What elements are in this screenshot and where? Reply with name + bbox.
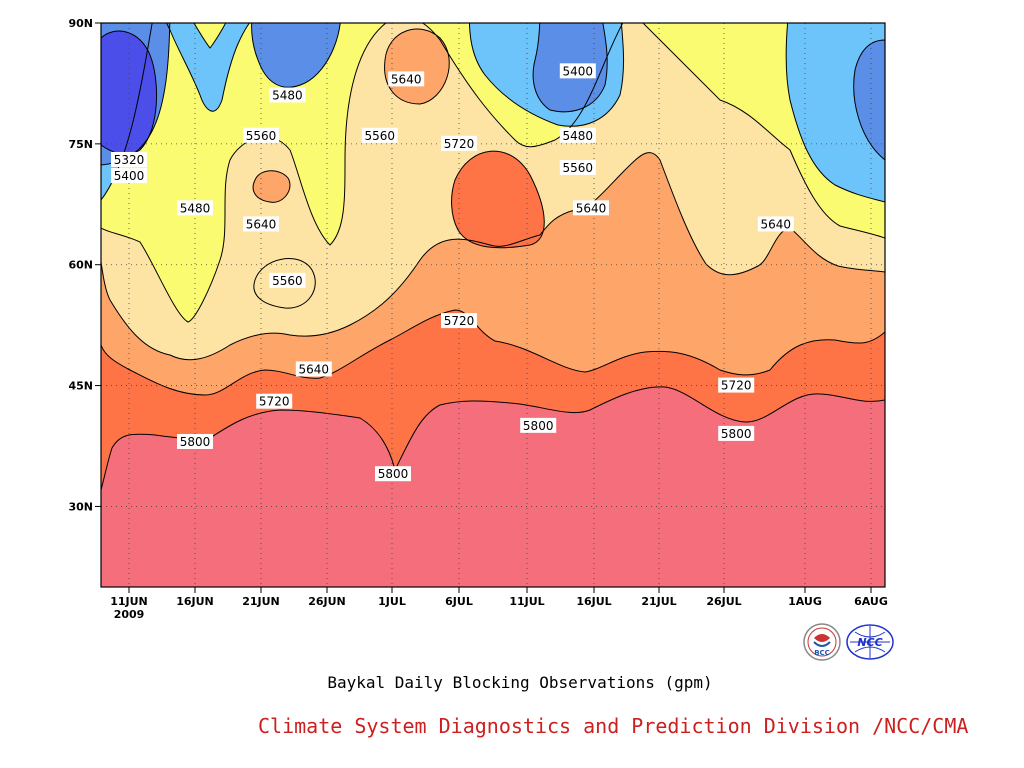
contour-label: 5720 [256,393,293,409]
svg-text:5480: 5480 [180,201,211,215]
contour-label: 5640 [243,216,279,232]
y-tick-label: 30N [68,500,93,513]
credit-text: Climate System Diagnostics and Predictio… [258,714,969,738]
svg-text:5320: 5320 [114,153,145,167]
svg-text:5560: 5560 [365,129,396,143]
contour-line-9 [384,28,450,105]
contour-band-5400-5480 [101,23,885,202]
x-tick-label: 21JUN [242,595,280,608]
contour-label: 5480 [559,127,596,143]
svg-text:5800: 5800 [180,435,211,449]
contour-label: 5400 [559,63,596,79]
svg-text:5640: 5640 [246,217,277,231]
contour-labels: 5320 5400 5480 5480 5560 5640 5560 5640 5720 5800… [111,63,794,482]
svg-text:5800: 5800 [523,419,554,433]
svg-text:5480: 5480 [563,129,594,143]
contour-line-3 [101,23,885,323]
chart-title: Baykal Daily Blocking Observations (gpm) [327,673,713,692]
x-tick-label: 1AUG [788,595,822,608]
ncc-logo: NCC [846,624,894,660]
contour-line-0 [101,23,885,491]
bcc-logo: BCC [803,623,841,661]
y-tick-label: 90N [68,17,93,30]
svg-text:5800: 5800 [721,427,752,441]
x-tick-label: 16JUN [176,595,214,608]
svg-text:5640: 5640 [576,201,607,215]
contour-line-5 [101,23,885,166]
svg-text:5720: 5720 [259,395,290,409]
contour-label: 5720 [441,135,477,151]
svg-text:5400: 5400 [114,169,145,183]
contour-label: 5720 [718,377,755,393]
x-tick-year: 2009 [114,608,145,621]
svg-text:5560: 5560 [563,161,594,175]
svg-text:5720: 5720 [721,379,752,393]
svg-text:5560: 5560 [246,129,277,143]
contour-label: 5480 [269,87,306,103]
x-tick-label: 6JUL [445,595,473,608]
contour-line-2 [101,23,885,361]
svg-text:NCC: NCC [857,636,882,649]
x-tick-label: 6AUG [854,595,888,608]
contour-label: 5560 [269,272,306,288]
contour-line-10 [451,150,545,249]
contour-line-4 [101,23,885,203]
y-tick-label: 45N [68,380,93,393]
x-tick-label: 11JUL [509,595,544,608]
contour-label: 5640 [388,71,425,87]
contour-label: 5560 [559,160,596,176]
svg-text:5400: 5400 [563,64,594,78]
contour-label: 5800 [177,433,213,449]
grid-lines [101,22,885,587]
contour-label: 5800 [520,417,557,433]
y-tick-label: 75N [68,138,93,151]
svg-text:5640: 5640 [391,72,422,86]
contour-label: 5640 [573,200,609,216]
contour-band-5320-5400 [101,23,885,165]
x-tick-label: 11JUN [110,595,148,608]
contour-label: 5560 [361,127,398,143]
contour-label: 5800 [375,466,411,482]
contour-feature-0 [253,170,290,203]
x-tick-label: 21JUL [641,595,676,608]
svg-text:5560: 5560 [272,274,303,288]
contour-line-8 [253,258,316,309]
svg-text:5800: 5800 [378,467,409,481]
contour-label: 5480 [177,200,213,216]
contour-label: 5640 [295,361,332,377]
contour-label: 5720 [441,313,477,329]
y-tick-label: 60N [68,259,93,272]
contour-label: 5560 [243,127,279,143]
svg-text:5640: 5640 [761,217,792,231]
svg-text:5640: 5640 [299,362,330,376]
plot-frame [100,22,886,588]
svg-text:BCC: BCC [814,649,830,657]
x-tick-label: 16JUL [576,595,611,608]
svg-text:5720: 5720 [444,314,475,328]
x-axis: 11JUN 16JUN 21JUN 26JUN 1JUL 6JUL 11JUL 16JUL 21… [110,587,888,621]
x-tick-label: 1JUL [378,595,406,608]
contour-label: 5320 [111,151,147,167]
contour-lines [101,23,885,491]
contour-feature-3 [451,151,545,248]
contour-line-11 [193,23,227,49]
contour-label: 5800 [718,425,755,441]
contour-label: 5640 [757,216,794,232]
contour-line-7 [252,170,291,203]
x-tick-label: 26JUN [308,595,346,608]
x-tick-label: 26JUL [706,595,741,608]
svg-text:5480: 5480 [272,89,303,103]
y-axis: 30N 45N 60N 75N 90N [68,17,101,513]
contour-label: 5400 [111,168,147,184]
contour-feature-4 [193,23,226,48]
contour-band-lt5320 [101,31,157,155]
svg-text:5720: 5720 [444,137,475,151]
